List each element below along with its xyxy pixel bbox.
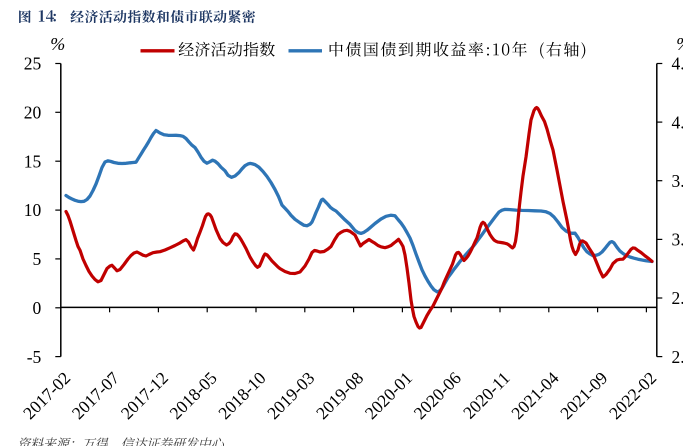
svg-text:-5: -5 <box>27 347 42 367</box>
svg-text:3.5: 3.5 <box>672 171 683 191</box>
svg-text:10: 10 <box>24 200 42 220</box>
svg-text:2.0: 2.0 <box>672 347 683 367</box>
svg-text:0: 0 <box>33 298 42 318</box>
svg-text:%: % <box>50 34 65 54</box>
svg-text:4.5: 4.5 <box>672 54 683 74</box>
svg-text:25: 25 <box>24 54 42 74</box>
svg-text:%: % <box>676 34 683 54</box>
svg-text:2.5: 2.5 <box>672 288 683 308</box>
svg-text:5: 5 <box>33 249 42 269</box>
svg-text:20: 20 <box>24 103 42 123</box>
svg-text:15: 15 <box>24 151 42 171</box>
svg-text:3.0: 3.0 <box>672 230 683 250</box>
svg-text:4.0: 4.0 <box>672 112 683 132</box>
